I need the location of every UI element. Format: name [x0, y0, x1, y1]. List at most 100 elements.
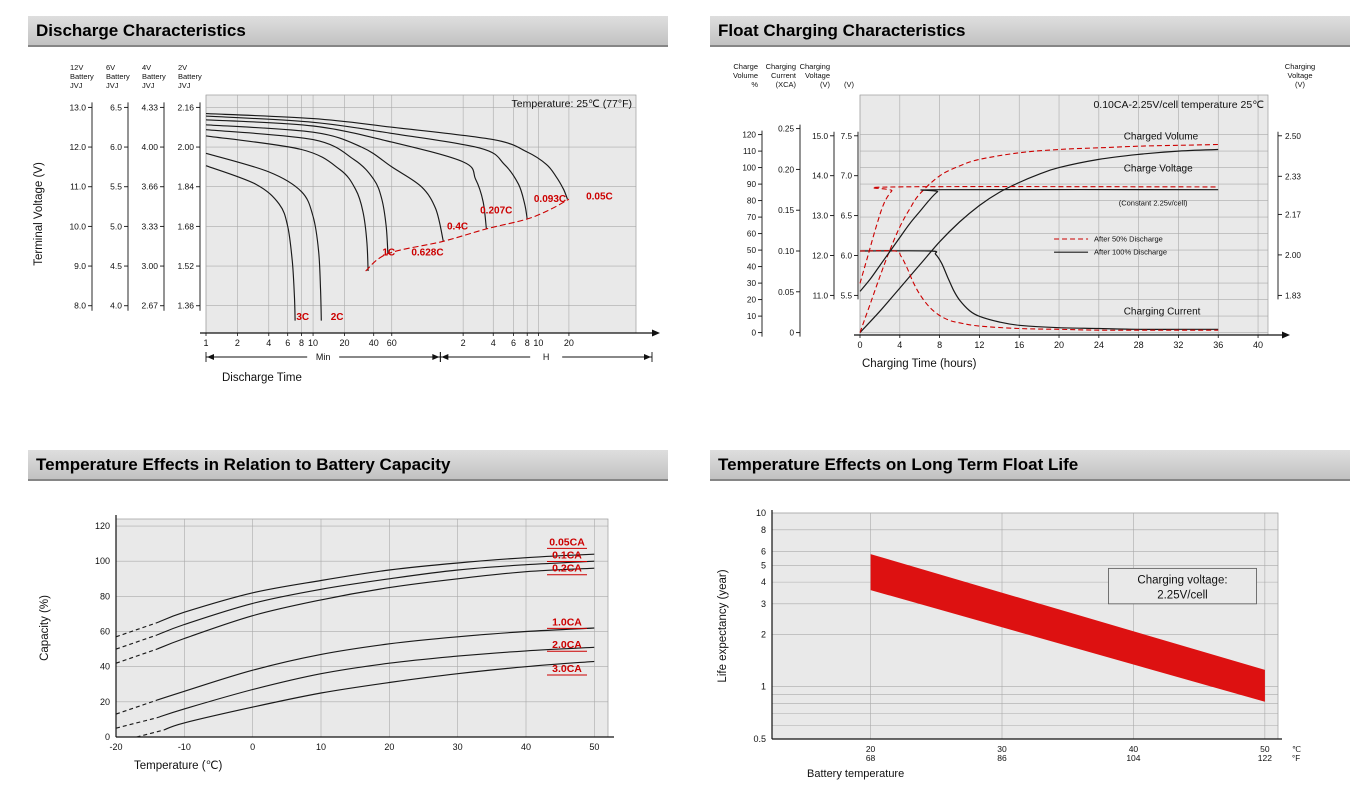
svg-text:2.0CA: 2.0CA — [552, 639, 582, 651]
svg-text:Battery temperature: Battery temperature — [807, 768, 904, 780]
svg-text:Charging Current: Charging Current — [1124, 307, 1201, 318]
svg-text:(V): (V) — [844, 80, 855, 89]
svg-text:1.36: 1.36 — [177, 301, 194, 311]
svg-text:5.0: 5.0 — [110, 221, 122, 231]
svg-text:0.10CA-2.25V/cell temperature: 0.10CA-2.25V/cell temperature 25℃ — [1093, 99, 1264, 111]
svg-text:60: 60 — [100, 627, 110, 637]
svg-text:Voltage: Voltage — [1287, 71, 1312, 80]
svg-text:110: 110 — [743, 147, 756, 156]
svg-text:Charging Time (hours): Charging Time (hours) — [862, 358, 977, 370]
svg-text:3C: 3C — [296, 312, 309, 323]
svg-text:20: 20 — [564, 338, 574, 348]
svg-text:Volume: Volume — [733, 71, 758, 80]
svg-text:0.10: 0.10 — [778, 247, 794, 256]
svg-text:1C: 1C — [382, 247, 395, 258]
svg-text:0: 0 — [105, 732, 110, 742]
svg-text:0.4C: 0.4C — [447, 221, 468, 232]
svg-text:4.0: 4.0 — [110, 301, 122, 311]
svg-text:8: 8 — [937, 340, 942, 350]
svg-text:%: % — [751, 80, 758, 89]
svg-text:Charged Volume: Charged Volume — [1124, 132, 1199, 143]
svg-text:8.0: 8.0 — [74, 301, 86, 311]
svg-text:90: 90 — [747, 180, 757, 189]
svg-text:Charge Voltage: Charge Voltage — [1124, 164, 1193, 175]
svg-text:40: 40 — [1253, 340, 1263, 350]
svg-text:Capacity (%): Capacity (%) — [39, 595, 51, 661]
svg-text:1.83: 1.83 — [1285, 291, 1301, 300]
svg-text:30: 30 — [997, 744, 1007, 754]
panel-discharge-characteristics: Discharge Characteristics 1 2 4 6 8 10 20 40 60 2… — [28, 16, 668, 394]
svg-text:Charge: Charge — [733, 62, 758, 71]
svg-text:Temperature: 25℃ (77°F): Temperature: 25℃ (77°F) — [512, 98, 632, 110]
svg-text:JVJ: JVJ — [142, 81, 155, 90]
svg-text:After 100% Discharge: After 100% Discharge — [1094, 248, 1167, 257]
svg-text:(Constant 2.25v/cell): (Constant 2.25v/cell) — [1119, 199, 1188, 208]
svg-text:40: 40 — [1129, 744, 1139, 754]
svg-text:40: 40 — [521, 742, 531, 752]
svg-text:Battery: Battery — [142, 72, 166, 81]
svg-text:4: 4 — [266, 338, 271, 348]
svg-text:7.5: 7.5 — [841, 132, 853, 141]
svg-text:3.66: 3.66 — [141, 182, 158, 192]
svg-text:100: 100 — [95, 556, 110, 566]
svg-text:0: 0 — [250, 742, 255, 752]
svg-text:1.84: 1.84 — [177, 182, 194, 192]
svg-text:3.0CA: 3.0CA — [552, 663, 582, 675]
svg-text:2C: 2C — [331, 312, 344, 323]
svg-text:32: 32 — [1173, 340, 1183, 350]
svg-text:H: H — [543, 352, 550, 362]
svg-text:13.0: 13.0 — [69, 102, 86, 112]
svg-text:2.00: 2.00 — [1285, 251, 1301, 260]
svg-text:-10: -10 — [178, 742, 191, 752]
svg-text:4.00: 4.00 — [141, 142, 158, 152]
svg-text:40: 40 — [369, 338, 379, 348]
svg-text:Terminal Voltage (V): Terminal Voltage (V) — [33, 162, 45, 266]
svg-text:20: 20 — [1054, 340, 1064, 350]
svg-text:2.67: 2.67 — [141, 301, 158, 311]
svg-text:16: 16 — [1014, 340, 1024, 350]
svg-text:0.20: 0.20 — [778, 165, 794, 174]
svg-text:50: 50 — [589, 742, 599, 752]
svg-text:Current: Current — [771, 71, 797, 80]
svg-text:3.00: 3.00 — [141, 261, 158, 271]
svg-text:1.0CA: 1.0CA — [552, 616, 582, 628]
svg-text:120: 120 — [95, 521, 110, 531]
svg-text:0.1CA: 0.1CA — [552, 550, 582, 562]
svg-text:8: 8 — [299, 338, 304, 348]
svg-text:2: 2 — [235, 338, 240, 348]
svg-text:120: 120 — [742, 131, 756, 140]
svg-text:5.5: 5.5 — [110, 182, 122, 192]
svg-text:20: 20 — [747, 296, 757, 305]
svg-text:6: 6 — [511, 338, 516, 348]
svg-text:12.0: 12.0 — [69, 142, 86, 152]
svg-text:50: 50 — [747, 246, 757, 255]
svg-text:24: 24 — [1094, 340, 1104, 350]
svg-text:0.207C: 0.207C — [480, 205, 512, 216]
svg-text:0.15: 0.15 — [778, 206, 794, 215]
svg-text:10.0: 10.0 — [69, 221, 86, 231]
svg-text:-20: -20 — [109, 742, 122, 752]
svg-text:12: 12 — [974, 340, 984, 350]
svg-text:(V): (V) — [820, 80, 831, 89]
svg-text:(XCA): (XCA) — [776, 80, 797, 89]
svg-text:0: 0 — [857, 340, 862, 350]
svg-text:JVJ: JVJ — [70, 81, 83, 90]
svg-text:Charging voltage:: Charging voltage: — [1137, 574, 1227, 586]
svg-text:Battery: Battery — [106, 72, 130, 81]
svg-text:20: 20 — [866, 744, 876, 754]
svg-text:12V: 12V — [70, 63, 83, 72]
svg-text:28: 28 — [1134, 340, 1144, 350]
svg-text:1.52: 1.52 — [177, 261, 194, 271]
svg-text:12.0: 12.0 — [812, 252, 828, 261]
svg-text:20: 20 — [100, 697, 110, 707]
svg-text:JVJ: JVJ — [106, 81, 119, 90]
svg-text:2.00: 2.00 — [177, 142, 194, 152]
svg-text:8: 8 — [761, 525, 766, 535]
svg-text:1: 1 — [761, 682, 766, 692]
svg-text:2.50: 2.50 — [1285, 132, 1301, 141]
svg-text:Discharge Time: Discharge Time — [222, 372, 302, 384]
svg-text:11.0: 11.0 — [70, 182, 86, 192]
section-title-float-life: Temperature Effects on Long Term Float L… — [710, 450, 1350, 481]
